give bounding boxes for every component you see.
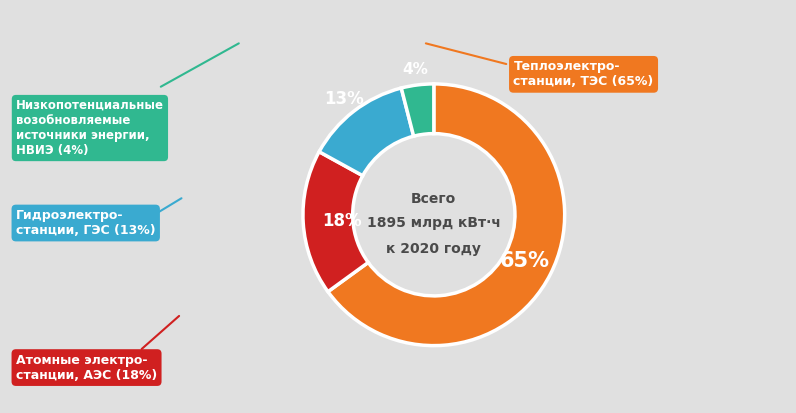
Wedge shape	[319, 88, 414, 176]
Wedge shape	[328, 84, 564, 346]
Text: 13%: 13%	[324, 90, 364, 108]
Text: Теплоэлектро-
станции, ТЭС (65%): Теплоэлектро- станции, ТЭС (65%)	[513, 60, 654, 88]
Text: 1895 млрд кВт·ч: 1895 млрд кВт·ч	[367, 216, 501, 230]
Wedge shape	[401, 84, 434, 136]
Text: 18%: 18%	[322, 211, 362, 230]
Text: 4%: 4%	[403, 62, 428, 77]
Text: Всего: Всего	[412, 192, 456, 206]
Wedge shape	[303, 152, 369, 292]
Text: Гидроэлектро-
станции, ГЭС (13%): Гидроэлектро- станции, ГЭС (13%)	[16, 209, 155, 237]
Text: 65%: 65%	[500, 251, 550, 271]
Text: Низкопотенциальные
возобновляемые
источники энергии,
НВИЭ (4%): Низкопотенциальные возобновляемые источн…	[16, 99, 164, 157]
Text: к 2020 году: к 2020 году	[386, 242, 482, 256]
Text: Атомные электро-
станции, АЭС (18%): Атомные электро- станции, АЭС (18%)	[16, 354, 157, 382]
